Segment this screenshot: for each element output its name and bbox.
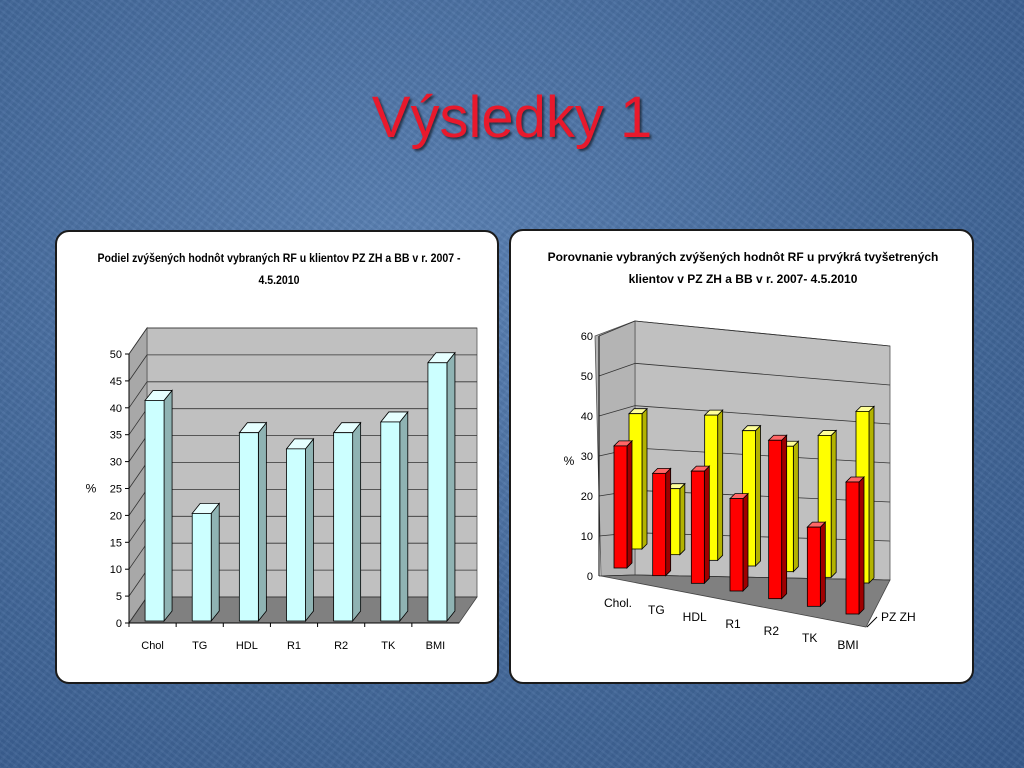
gridline-side xyxy=(128,408,148,435)
chart-title-line: 4.5.2010 xyxy=(258,274,299,287)
y-tick-label: 50 xyxy=(110,349,122,361)
y-tick-label: 0 xyxy=(587,571,593,583)
bar-side xyxy=(305,437,314,623)
gridline-side xyxy=(598,362,636,377)
bar-series-1 xyxy=(768,439,783,600)
depth-axis-line xyxy=(866,616,878,628)
y-axis-label: % xyxy=(564,454,575,468)
gridline-side xyxy=(598,320,636,337)
gridline-side xyxy=(128,354,148,382)
bar-series-1 xyxy=(845,481,860,615)
bar-series-1-side xyxy=(858,476,865,615)
chart-title-line: Porovnanie vybraných zvýšených hodnôt RF… xyxy=(548,250,939,264)
bar-side xyxy=(352,421,362,623)
gridline-side xyxy=(128,327,148,355)
chart-title-line: Podiel zvýšených hodnôt vybraných RF u k… xyxy=(97,252,460,265)
x-tick-label: BMI xyxy=(837,638,858,652)
bar xyxy=(380,421,401,622)
bar-series-1 xyxy=(652,472,667,577)
chart-left: Podiel zvýšených hodnôt vybraných RF u k… xyxy=(86,252,478,652)
x-tick-label: HDL xyxy=(236,640,258,652)
x-tick-label: Chol. xyxy=(604,596,632,610)
gridline-side xyxy=(598,574,636,577)
x-tick-label: TK xyxy=(381,640,396,652)
bar xyxy=(238,432,259,622)
bar-side xyxy=(257,421,267,623)
y-tick-label: 15 xyxy=(110,537,122,549)
bar-series-1-side xyxy=(742,492,749,592)
bar-series-1-side xyxy=(626,439,633,569)
bar xyxy=(191,512,212,622)
bar-series-2-side xyxy=(792,440,799,573)
bar-side xyxy=(163,389,173,623)
gridline-side xyxy=(128,435,148,462)
bar-side xyxy=(210,502,220,623)
chart-title-line: klientov v PZ ZH a BB v r. 2007- 4.5.201… xyxy=(629,272,858,286)
y-tick-label: 30 xyxy=(110,457,122,469)
gridline xyxy=(634,320,891,347)
x-tick-label: BMI xyxy=(426,640,446,652)
gridline-side xyxy=(128,462,148,489)
gridline xyxy=(634,405,891,425)
x-tick-label: Chol xyxy=(141,640,164,652)
x-tick-label: TG xyxy=(192,640,207,652)
bar xyxy=(333,432,354,622)
bar-series-1 xyxy=(729,498,744,592)
gridline-side xyxy=(128,381,148,409)
bar-side xyxy=(399,410,409,623)
y-tick-label: 5 xyxy=(116,591,122,603)
gridline-side xyxy=(128,569,148,597)
bar xyxy=(427,362,448,622)
y-tick-label: 40 xyxy=(581,411,593,423)
bar-series-1 xyxy=(613,445,628,569)
y-tick-label: 10 xyxy=(581,531,593,543)
x-tick-label: R2 xyxy=(334,640,348,652)
gridline-side xyxy=(598,405,636,417)
y-tick-label: 25 xyxy=(110,484,122,496)
y-tick-label: 35 xyxy=(110,430,122,442)
y-axis-label: % xyxy=(86,482,97,496)
y-tick-label: 0 xyxy=(116,618,122,630)
bar-series-2-side xyxy=(717,409,724,562)
bar-series-1-side xyxy=(703,465,710,585)
bar-series-2-side xyxy=(679,482,686,556)
y-tick-label: 50 xyxy=(581,371,593,383)
bar-side xyxy=(446,351,456,623)
y-tick-label: 30 xyxy=(581,451,593,463)
bar-series-1-side xyxy=(665,467,672,577)
x-tick-label: TK xyxy=(802,631,817,645)
gridline-side xyxy=(128,542,148,570)
bar-series-2-side xyxy=(868,405,875,584)
bar-series-2-side xyxy=(830,429,837,579)
y-tick-label: 10 xyxy=(110,564,122,576)
y-tick-label: 20 xyxy=(581,491,593,503)
y-tick-label: 45 xyxy=(110,376,122,388)
y-tick-label: 60 xyxy=(581,331,593,343)
depth-axis-label: PZ ZH xyxy=(881,610,916,624)
bar-series-1-side xyxy=(781,434,788,600)
gridline xyxy=(634,362,891,386)
slide-title: Výsledky 1 xyxy=(371,85,653,150)
bar-series-1-side xyxy=(819,521,826,608)
chart-panel-right: Porovnanie vybraných zvýšených hodnôt RF… xyxy=(509,229,974,684)
gridline-side xyxy=(128,516,148,543)
gridline xyxy=(634,447,891,464)
x-tick-label: R1 xyxy=(287,640,301,652)
x-tick-label: R1 xyxy=(725,617,741,631)
gridline-side xyxy=(128,596,148,624)
y-tick-label: 20 xyxy=(110,510,122,522)
bar-series-2-side xyxy=(641,407,648,550)
bar-series-1 xyxy=(806,526,821,607)
x-tick-label: TG xyxy=(648,603,665,617)
gridline-side xyxy=(128,489,148,516)
chart-panel-left: Podiel zvýšených hodnôt vybraných RF u k… xyxy=(55,230,499,684)
bar-series-1 xyxy=(690,470,705,584)
chart-right: Porovnanie vybraných zvýšených hodnôt RF… xyxy=(548,250,939,652)
y-tick-label: 40 xyxy=(110,403,122,415)
x-tick-label: HDL xyxy=(683,610,707,624)
bar xyxy=(286,448,306,622)
bar xyxy=(144,400,165,622)
x-tick-label: R2 xyxy=(764,624,780,638)
bar-series-2-side xyxy=(755,424,761,567)
